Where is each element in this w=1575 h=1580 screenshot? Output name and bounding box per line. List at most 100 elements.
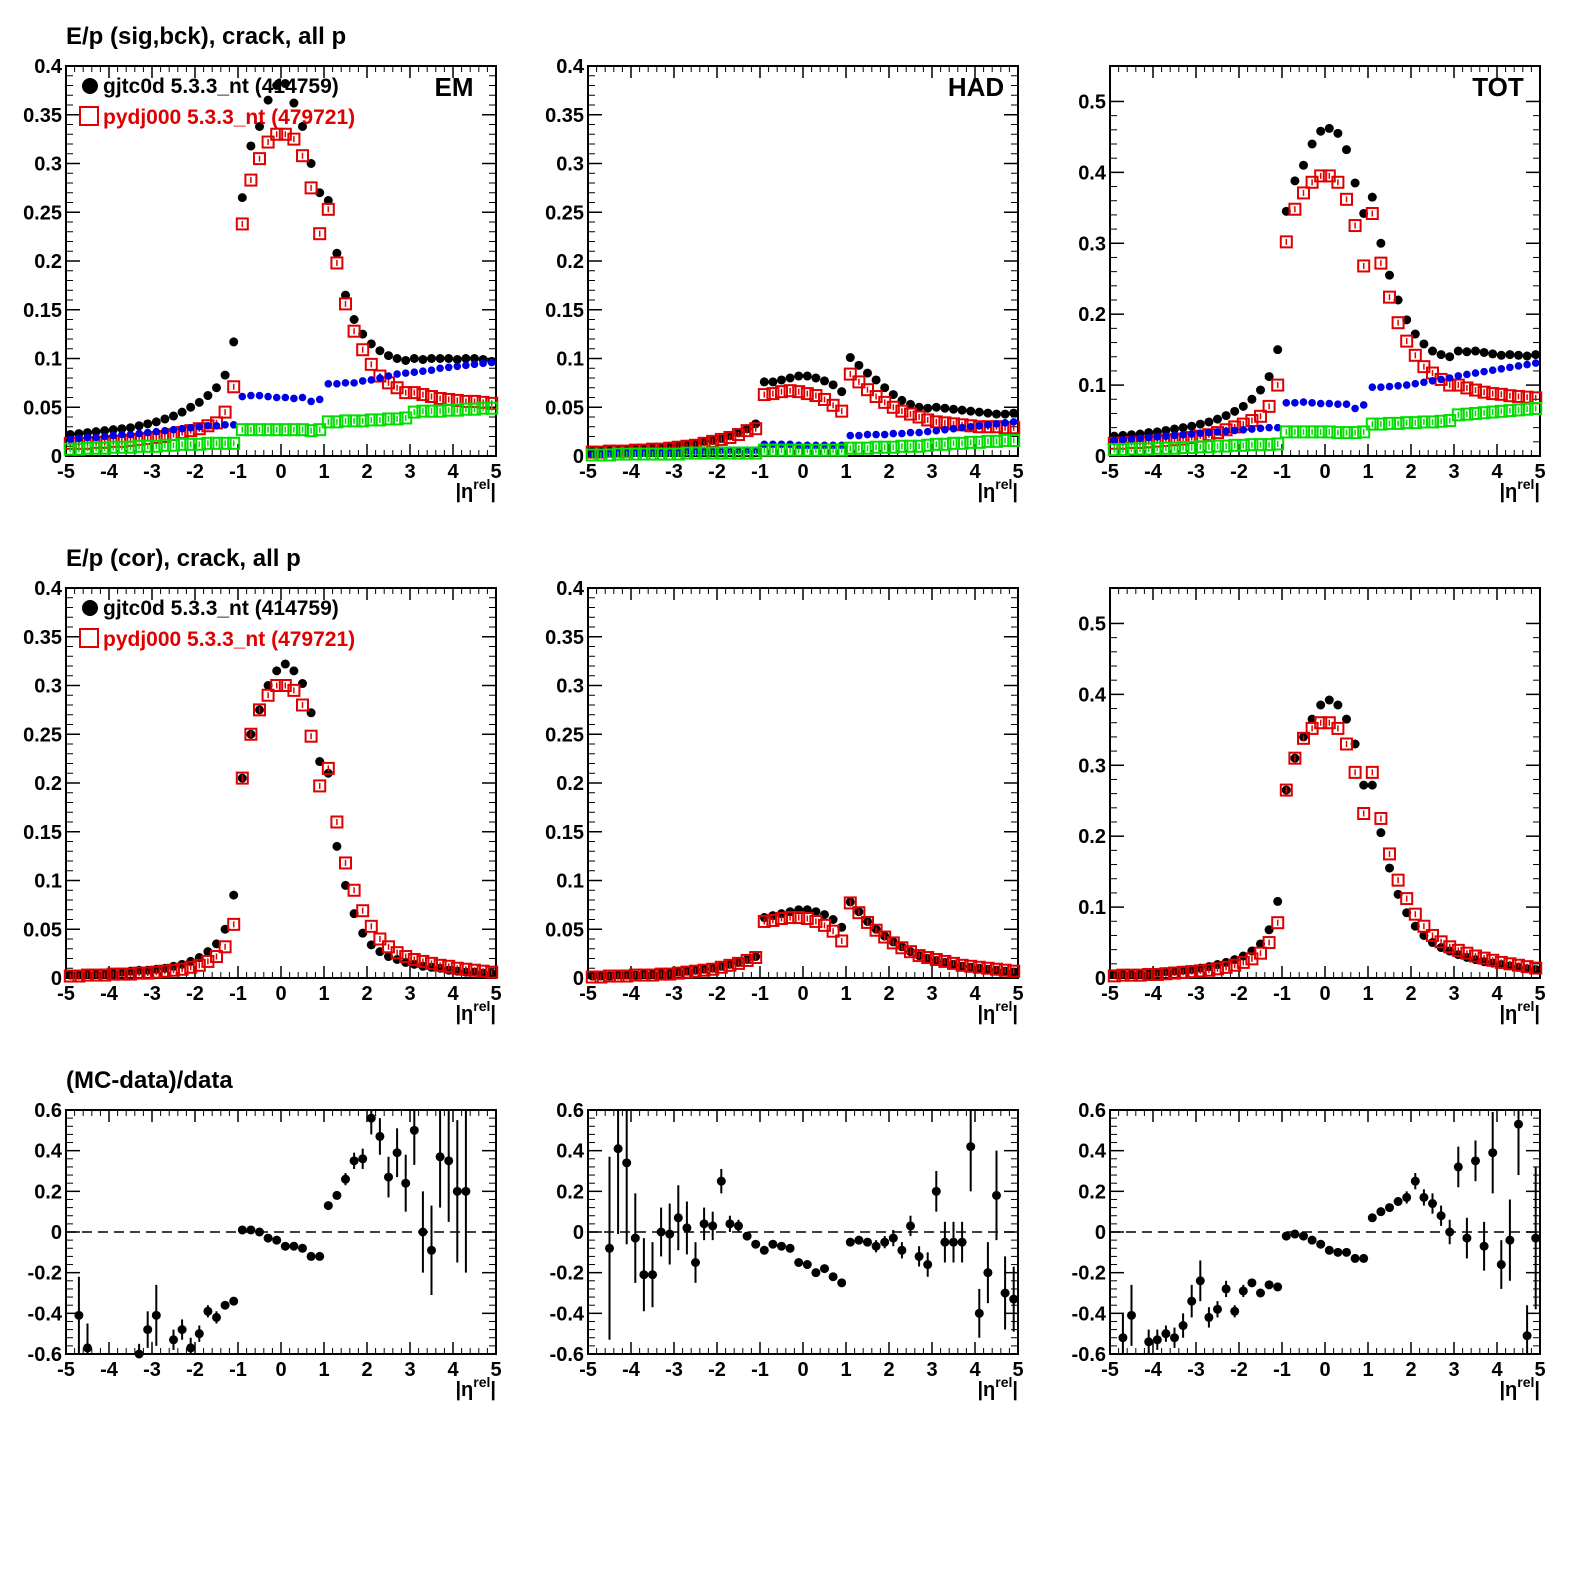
data-point: [1428, 377, 1437, 385]
data-point: [1125, 442, 1138, 456]
y-tick-label: 0.4: [34, 56, 63, 78]
data-point: [1305, 425, 1319, 439]
data-point: [382, 412, 395, 426]
data-point: [229, 890, 239, 900]
data-point: [124, 967, 137, 981]
y-tick-label: 0: [1095, 1222, 1106, 1244]
data-point: [1506, 363, 1514, 372]
series-bkg_mc: [1107, 401, 1543, 457]
data-point: [983, 408, 993, 418]
data-point: [972, 435, 986, 449]
x-tick-label: 4: [1491, 1359, 1503, 1381]
series-mc: [585, 896, 1021, 984]
data-point: [436, 364, 444, 373]
data-point: [418, 1227, 428, 1237]
data-point: [384, 372, 393, 380]
data-point: [1176, 440, 1190, 454]
data-point: [212, 383, 221, 393]
data-point: [923, 427, 932, 436]
data-point: [671, 966, 685, 980]
data-point: [212, 1312, 221, 1322]
data-point: [1299, 160, 1308, 170]
data-point: [1471, 369, 1480, 377]
data-point: [229, 421, 238, 429]
data-point: [1273, 345, 1283, 355]
data-point: [723, 430, 737, 444]
y-tick-label: 0.05: [23, 919, 62, 941]
data-point: [485, 401, 499, 415]
data-point: [263, 1233, 273, 1243]
data-point: [1469, 383, 1482, 397]
panel-tag: TOT: [1472, 72, 1524, 102]
x-tick-label: 0: [1319, 983, 1330, 1005]
data-point: [298, 1243, 307, 1253]
data-point: [921, 413, 935, 427]
data-point: [1374, 256, 1388, 270]
data-point: [1359, 401, 1368, 409]
data-point: [1107, 969, 1121, 983]
data-point: [1531, 350, 1541, 360]
data-point: [1221, 411, 1231, 421]
data-point: [1477, 406, 1491, 420]
legend-label-mc: pydj000 5.3.3_nt (479721): [103, 628, 355, 651]
data-point: [1262, 399, 1276, 413]
plot-grid: -5 -4 -3 -2 -1 0 1 2 3 4 500.050.10.150.20.250.30.…: [23, 56, 1546, 1401]
data-point: [333, 380, 341, 388]
data-point: [1314, 716, 1328, 730]
x-axis-title: |ηrel|: [977, 1374, 1018, 1401]
data-point: [861, 915, 874, 929]
series-bkg_mc: [585, 433, 1021, 462]
data-point: [364, 919, 378, 933]
data-point: [749, 951, 763, 965]
data-point: [204, 421, 212, 430]
y-tick-label: 0.35: [23, 627, 62, 649]
data-point: [175, 437, 189, 451]
data-point: [1383, 290, 1396, 304]
data-point: [1316, 126, 1326, 136]
data-point: [356, 343, 370, 357]
data-point: [470, 360, 479, 369]
x-axis-title: |ηrel|: [977, 476, 1018, 503]
data-point: [1127, 1310, 1136, 1320]
data-point: [1290, 1229, 1300, 1239]
data-point: [923, 403, 933, 413]
series-data: [1118, 1110, 1541, 1354]
data-point: [749, 422, 763, 436]
data-point: [1187, 430, 1196, 438]
data-point: [1230, 1306, 1240, 1316]
data-point: [880, 430, 889, 439]
data-point: [192, 437, 206, 451]
data-point: [1512, 389, 1525, 403]
data-point: [115, 967, 129, 981]
x-tick-label: -5: [1101, 983, 1119, 1005]
data-point: [195, 422, 204, 431]
x-tick-label: -3: [1187, 461, 1205, 483]
panel-tag: EM: [435, 72, 474, 102]
data-point: [1469, 406, 1482, 420]
data-point: [938, 437, 952, 451]
data-point: [83, 1343, 92, 1353]
data-point: [203, 391, 213, 401]
data-point: [98, 968, 112, 982]
y-tick-label: 0.2: [1078, 304, 1106, 326]
x-tick-label: 5: [1012, 983, 1023, 1005]
x-axis-title: |ηrel|: [1499, 476, 1540, 503]
data-point: [1453, 1162, 1463, 1172]
data-point: [880, 1237, 890, 1247]
data-point: [470, 354, 479, 363]
data-point: [802, 1260, 812, 1270]
data-point: [1357, 806, 1371, 820]
y-tick-label: -0.6: [550, 1344, 584, 1366]
data-point: [740, 446, 754, 460]
data-point: [964, 435, 978, 449]
x-axis-title: |ηrel|: [1499, 1374, 1540, 1401]
data-point: [229, 337, 239, 347]
data-point: [407, 952, 421, 966]
data-point: [201, 436, 215, 450]
data-point: [1443, 940, 1457, 954]
data-point: [126, 423, 135, 433]
panel-r2c1: -5 -4 -3 -2 -1 0 1 2 3 4 5 -0.6 -0.4 -0.2 0 0.2 0.4 0.6 |η…: [550, 1100, 1024, 1401]
y-tick-label: 0.4: [1078, 684, 1107, 706]
data-point: [837, 1278, 847, 1288]
